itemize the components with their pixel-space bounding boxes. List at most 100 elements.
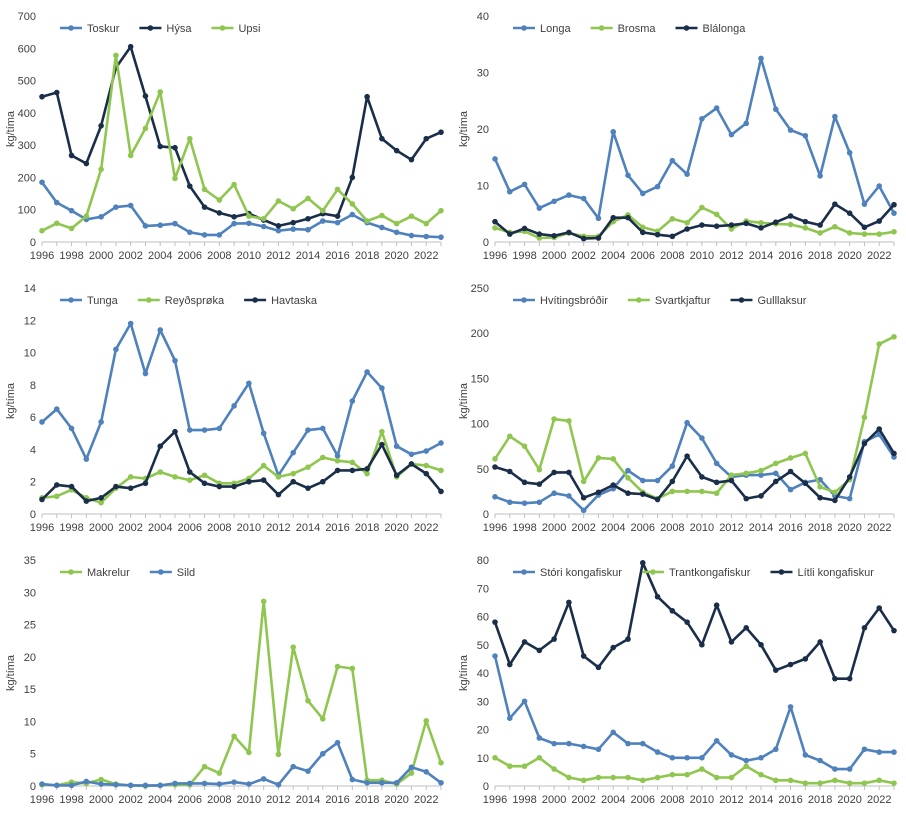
- data-point: [728, 226, 735, 232]
- data-point: [349, 211, 356, 218]
- data-point: [728, 774, 735, 781]
- legend-marker: [68, 569, 74, 575]
- data-point: [201, 780, 208, 787]
- data-point: [639, 491, 646, 497]
- data-point: [684, 419, 690, 426]
- data-point: [172, 175, 178, 182]
- data-point: [364, 779, 370, 786]
- x-tick-label: 2006: [631, 522, 655, 534]
- data-point: [625, 467, 631, 474]
- data-point: [699, 641, 705, 648]
- y-tick-label: 2: [30, 477, 36, 489]
- x-tick-label: 2004: [601, 250, 625, 262]
- data-point: [98, 499, 104, 506]
- data-point: [566, 192, 572, 198]
- data-point: [186, 477, 193, 483]
- data-point: [53, 199, 60, 206]
- data-point: [423, 233, 430, 240]
- data-point: [364, 466, 370, 472]
- data-point: [684, 771, 690, 778]
- data-point: [492, 494, 498, 500]
- legend-label: Tunga: [87, 295, 119, 307]
- legend-marker: [157, 569, 164, 575]
- data-point: [349, 174, 356, 181]
- data-point: [669, 216, 676, 222]
- data-point: [610, 214, 617, 221]
- legend-item-longa: Longa: [513, 23, 571, 35]
- y-tick-label: 600: [18, 43, 36, 55]
- data-point: [506, 763, 513, 770]
- legend-label: Havtaska: [271, 295, 318, 307]
- x-tick-label: 2000: [89, 794, 113, 806]
- data-point: [68, 782, 75, 789]
- legend-marker: [147, 25, 154, 31]
- data-point: [113, 52, 119, 59]
- data-point: [379, 428, 385, 435]
- data-point: [349, 459, 356, 466]
- data-point: [832, 675, 838, 682]
- data-point: [713, 479, 720, 486]
- data-point: [408, 764, 415, 771]
- x-tick-label: 1996: [30, 250, 54, 262]
- x-tick-label: 2010: [690, 522, 714, 534]
- x-tick-label: 2004: [601, 794, 625, 806]
- x-tick-label: 2008: [207, 522, 231, 534]
- data-point: [98, 776, 104, 783]
- data-point: [891, 334, 897, 340]
- y-tick-label: 10: [24, 716, 36, 728]
- data-point: [393, 147, 400, 154]
- data-point: [201, 232, 208, 238]
- data-point: [334, 453, 341, 459]
- data-point: [127, 320, 134, 327]
- x-tick-label: 2000: [542, 522, 566, 534]
- data-point: [713, 490, 720, 497]
- data-point: [595, 215, 602, 222]
- data-point: [408, 156, 415, 163]
- data-point: [98, 122, 104, 129]
- data-point: [743, 120, 750, 127]
- legend-item-reydsproka: Reyðsprøka: [137, 295, 225, 307]
- data-point: [654, 496, 661, 503]
- data-point: [566, 469, 572, 476]
- data-point: [728, 472, 735, 478]
- data-point: [876, 749, 883, 755]
- data-point: [260, 462, 267, 469]
- y-tick-label: 5: [30, 749, 36, 761]
- series-litli-kongafiskur: [492, 560, 897, 682]
- data-point: [157, 222, 164, 229]
- data-point: [861, 201, 868, 207]
- data-point: [172, 144, 178, 151]
- x-tick-label: 2004: [148, 250, 172, 262]
- y-tick-label: 50: [477, 464, 489, 476]
- legend: Longa Brosma Blálonga: [513, 23, 746, 35]
- x-tick-label: 2022: [867, 250, 891, 262]
- data-point: [610, 729, 617, 736]
- series-line-hysa: [40, 45, 443, 228]
- legend-marker: [68, 297, 74, 303]
- data-point: [861, 780, 868, 786]
- y-tick-label: 700: [18, 11, 36, 23]
- x-tick-label: 2020: [384, 522, 408, 534]
- data-point: [536, 231, 543, 237]
- y-axis-label: kg/tíma: [458, 382, 470, 419]
- x-tick-label: 1996: [30, 522, 54, 534]
- x-tick-label: 2012: [266, 522, 290, 534]
- data-point: [817, 230, 823, 236]
- x-tick-label: 2008: [660, 250, 684, 262]
- y-tick-label: 400: [18, 108, 36, 120]
- legend-marker: [219, 25, 226, 31]
- data-point: [802, 450, 809, 457]
- legend-label: Hýsa: [166, 23, 192, 35]
- data-point: [772, 460, 779, 467]
- data-point: [521, 181, 528, 188]
- data-point: [891, 780, 897, 786]
- x-tick-label: 2002: [571, 794, 595, 806]
- series-line-litli-kongafiskur: [493, 561, 896, 680]
- data-point: [349, 467, 356, 474]
- data-point: [625, 774, 631, 781]
- data-point: [438, 129, 444, 136]
- data-point: [408, 770, 415, 776]
- data-point: [832, 777, 838, 784]
- data-point: [68, 207, 75, 214]
- data-point: [157, 443, 164, 449]
